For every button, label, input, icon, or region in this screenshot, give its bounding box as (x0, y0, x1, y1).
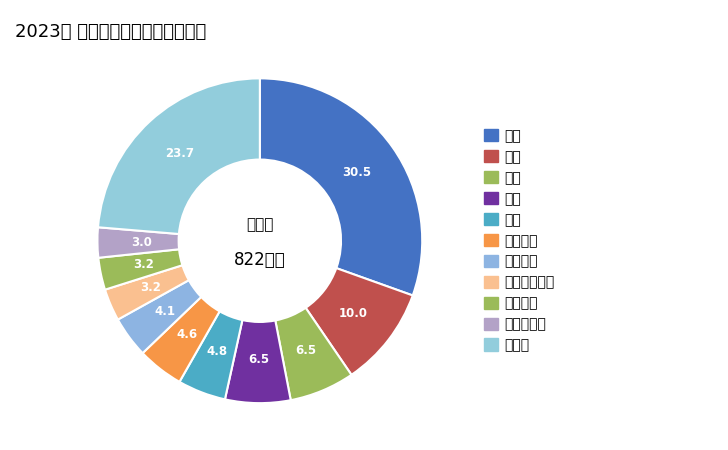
Wedge shape (275, 308, 352, 400)
Text: 3.0: 3.0 (131, 235, 151, 248)
Text: 4.6: 4.6 (176, 328, 197, 341)
Wedge shape (98, 249, 183, 290)
Text: 10.0: 10.0 (339, 307, 368, 320)
Wedge shape (98, 78, 260, 234)
Legend: 米国, 中国, 台湾, 英国, タイ, オランダ, メキシコ, アイルランド, カタール, フィリピン, その他: 米国, 中国, 台湾, 英国, タイ, オランダ, メキシコ, アイルランド, … (480, 125, 559, 357)
Text: 3.2: 3.2 (141, 281, 162, 294)
Text: 822億円: 822億円 (234, 251, 285, 269)
Wedge shape (225, 320, 290, 403)
Text: 30.5: 30.5 (342, 166, 371, 179)
Wedge shape (118, 280, 201, 353)
Text: 4.1: 4.1 (154, 305, 175, 318)
Text: 6.5: 6.5 (295, 344, 316, 357)
Text: 総　額: 総 額 (246, 217, 274, 232)
Wedge shape (105, 265, 189, 320)
Text: 3.2: 3.2 (133, 258, 154, 271)
Wedge shape (306, 268, 413, 375)
Wedge shape (260, 78, 422, 296)
Text: 4.8: 4.8 (207, 345, 228, 358)
Wedge shape (143, 297, 220, 382)
Wedge shape (98, 227, 179, 258)
Wedge shape (180, 311, 242, 399)
Text: 6.5: 6.5 (248, 353, 269, 366)
Text: 2023年 輸出相手国のシェア（％）: 2023年 輸出相手国のシェア（％） (15, 22, 206, 40)
Text: 23.7: 23.7 (165, 147, 194, 160)
